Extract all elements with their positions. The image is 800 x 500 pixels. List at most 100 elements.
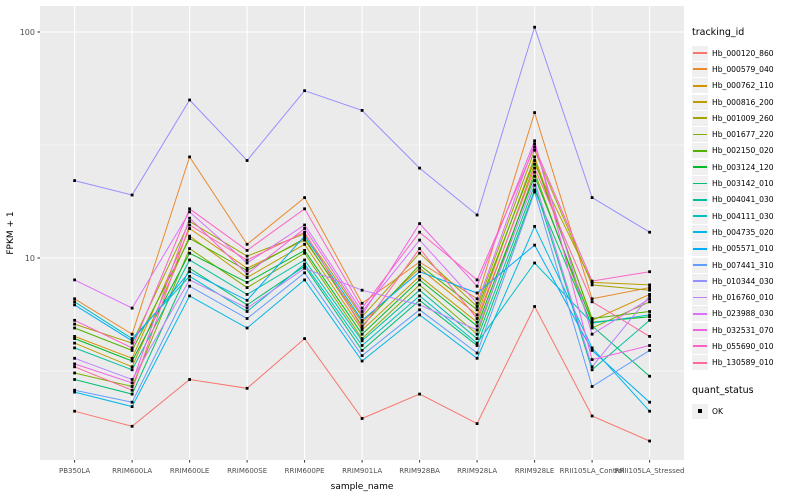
legend-item-Hb_001009_260: Hb_001009_260 xyxy=(692,110,800,126)
x-tick-label: RRIM600PE xyxy=(285,467,325,475)
legend-key-swatch xyxy=(692,110,708,126)
data-point xyxy=(245,159,249,162)
data-point xyxy=(188,207,191,211)
quant-status-legend: quant_status OK xyxy=(688,384,800,419)
data-point xyxy=(590,279,594,283)
data-point xyxy=(590,324,594,328)
data-point xyxy=(130,424,134,428)
data-point xyxy=(648,313,651,317)
data-point xyxy=(360,310,364,313)
data-point xyxy=(360,315,364,319)
data-point xyxy=(590,300,594,304)
data-point xyxy=(475,297,479,301)
data-point xyxy=(360,320,364,324)
data-point xyxy=(418,313,421,317)
legend-color-line-icon xyxy=(693,247,707,250)
data-point xyxy=(188,284,191,288)
data-point xyxy=(648,409,651,413)
data-point xyxy=(73,346,76,350)
data-point xyxy=(648,270,651,274)
legend-item-label: Hb_001009_260 xyxy=(712,113,774,123)
data-point xyxy=(648,300,651,304)
data-point xyxy=(303,238,306,242)
data-point xyxy=(73,326,76,330)
data-point xyxy=(303,196,306,199)
legend-color-line-icon xyxy=(693,52,707,54)
data-point xyxy=(648,283,651,287)
data-point xyxy=(188,378,191,381)
data-point xyxy=(73,303,76,307)
data-point xyxy=(533,188,536,192)
legend-item-Hb_000579_040: Hb_000579_040 xyxy=(692,61,800,77)
legend-color-line-icon xyxy=(693,329,707,331)
data-point xyxy=(590,358,594,361)
data-point xyxy=(418,303,421,307)
data-point xyxy=(73,337,76,340)
data-point xyxy=(648,344,651,347)
data-point xyxy=(475,320,479,324)
legend-item-quant-OK: OK xyxy=(692,403,800,419)
data-point xyxy=(73,322,76,326)
data-point xyxy=(418,298,421,302)
data-point xyxy=(188,223,191,227)
legend-color-line-icon xyxy=(693,280,707,283)
data-point xyxy=(475,337,479,340)
legend-key-swatch xyxy=(692,127,708,143)
data-point xyxy=(590,346,594,350)
data-point xyxy=(73,388,76,392)
legend-item-label: Hb_023988_030 xyxy=(712,309,774,319)
legend-item-label: Hb_007441_310 xyxy=(712,260,774,270)
data-point xyxy=(533,183,536,187)
data-point xyxy=(245,242,249,246)
data-point xyxy=(475,324,479,328)
legend-item-label: Hb_032531_070 xyxy=(712,325,774,335)
data-point xyxy=(245,386,249,390)
data-point xyxy=(475,344,479,347)
y-tick-label: 100 xyxy=(20,28,35,37)
data-point xyxy=(245,286,249,289)
legend-item-label: OK xyxy=(712,406,723,416)
data-point xyxy=(73,341,76,345)
legend-item-label: Hb_004041_030 xyxy=(712,195,774,205)
data-point xyxy=(73,278,76,282)
legend-item-Hb_004041_030: Hb_004041_030 xyxy=(692,192,800,208)
legend-key-swatch xyxy=(692,176,708,192)
x-axis-title: sample_name xyxy=(331,482,394,492)
data-point xyxy=(73,409,76,413)
data-point xyxy=(648,294,651,298)
data-point xyxy=(533,139,536,143)
data-point xyxy=(73,390,76,394)
legend-item-label: Hb_004735_020 xyxy=(712,227,774,237)
legend-key-swatch xyxy=(692,61,708,77)
data-point xyxy=(475,313,479,317)
data-point xyxy=(533,305,536,308)
legend-color-line-icon xyxy=(693,182,707,185)
data-point xyxy=(360,324,364,328)
data-point xyxy=(418,278,421,282)
data-point xyxy=(533,174,536,178)
data-point xyxy=(360,344,364,347)
legend-item-label: Hb_000816_200 xyxy=(712,97,774,107)
data-point xyxy=(418,230,421,234)
data-point xyxy=(130,368,134,372)
data-point xyxy=(245,272,249,276)
legend-item-Hb_000816_200: Hb_000816_200 xyxy=(692,94,800,110)
data-point xyxy=(303,251,306,255)
data-point xyxy=(648,310,651,313)
data-point xyxy=(303,230,306,234)
legend-color-line-icon xyxy=(693,231,707,234)
x-tick-label: RRIM600SE xyxy=(227,467,267,475)
data-point xyxy=(533,166,536,170)
legend-item-Hb_005571_010: Hb_005571_010 xyxy=(692,241,800,257)
data-point xyxy=(418,274,421,278)
data-point xyxy=(188,155,191,159)
data-point xyxy=(303,271,306,275)
data-point xyxy=(73,365,76,369)
data-point xyxy=(418,392,421,396)
data-point xyxy=(533,111,536,114)
data-point xyxy=(590,318,594,322)
data-point xyxy=(188,266,191,270)
data-point xyxy=(590,349,594,352)
x-tick-label: RRIM928LE xyxy=(515,467,555,475)
data-point xyxy=(648,297,651,301)
